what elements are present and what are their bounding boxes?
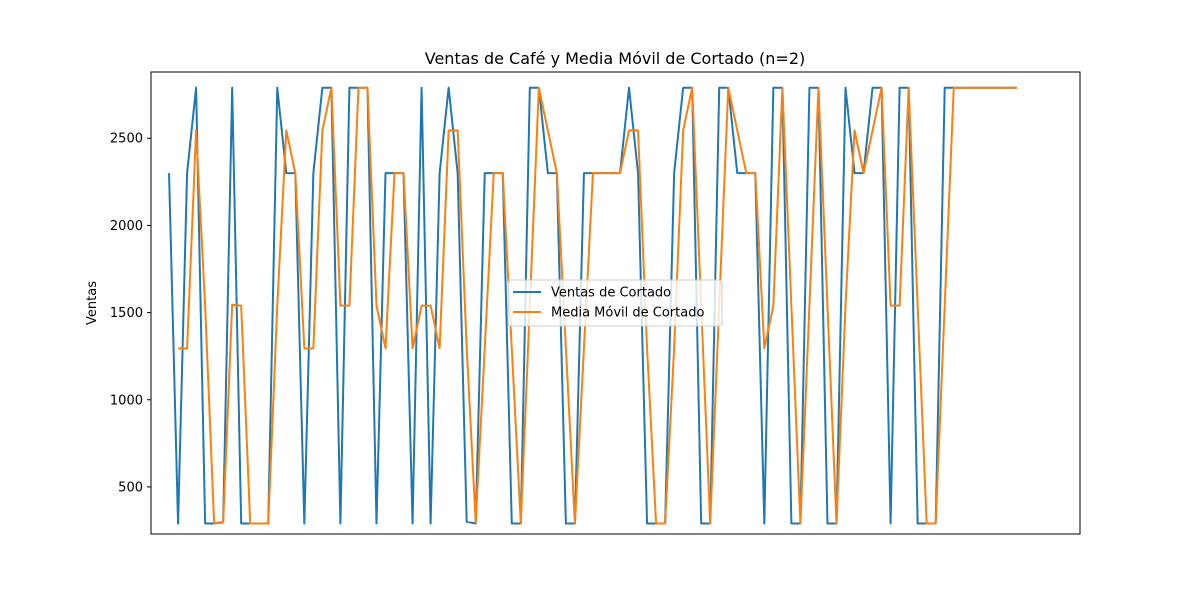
y-axis-label: Ventas: [85, 281, 100, 325]
legend-label: Ventas de Cortado: [551, 286, 671, 301]
y-ticks: 500 1000 1500 2000 2500: [110, 132, 151, 495]
y-tick-label: 2500: [110, 132, 143, 147]
y-tick-label: 1000: [110, 393, 143, 408]
legend-label: Media Móvil de Cortado: [551, 306, 704, 321]
y-tick-label: 1500: [110, 306, 143, 321]
chart-title: Ventas de Café y Media Móvil de Cortado …: [425, 49, 806, 68]
plot-lines: [168, 86, 1017, 525]
legend: Ventas de Cortado Media Móvil de Cortado: [507, 279, 723, 327]
plot-frame: [150, 71, 1081, 535]
series-line-media-movil-cortado: [178, 86, 1017, 525]
y-tick-label: 500: [118, 480, 143, 495]
legend-box: [507, 279, 723, 327]
y-tick-label: 2000: [110, 219, 143, 234]
